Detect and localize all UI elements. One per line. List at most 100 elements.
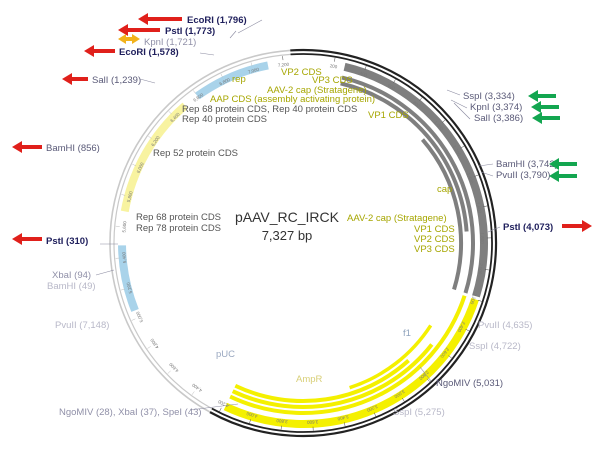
feature-vp1-cds[interactable]	[229, 295, 467, 416]
site-sspi-3334[interactable]: SspI (3,334)	[463, 91, 515, 102]
tick-label: 3,000	[393, 389, 406, 400]
tick-label: 1,800	[480, 232, 485, 244]
tick-4200	[219, 407, 222, 412]
tick-label: 5,800	[126, 190, 134, 203]
feature-aap-cds-arc[interactable]	[349, 324, 433, 390]
feature-label-vp3-right[interactable]: VP3 CDS	[414, 244, 455, 255]
site-pvuii-7148[interactable]: PvuII (7,148)	[55, 320, 109, 331]
tick-label: 6,600	[192, 92, 204, 103]
feature-vp2-cds[interactable]	[231, 343, 434, 409]
feature-label-vp3-top[interactable]: VP3 CDS	[312, 75, 353, 86]
tick-label: 5,600	[121, 221, 127, 233]
feature-label-f1[interactable]: f1	[403, 328, 411, 339]
tick-label: 3,800	[276, 418, 288, 424]
site-kpni-1721[interactable]: KpnI (1,721)	[144, 37, 196, 48]
backbone-light-1	[113, 53, 291, 410]
feature-rep-gene[interactable]	[343, 62, 488, 298]
site-ecori-1796[interactable]: EcoRI (1,796)	[187, 15, 247, 26]
site-psti-1773[interactable]: PstI (1,773)	[165, 26, 215, 37]
feature-label-vp2-right[interactable]: VP2 CDS	[414, 234, 455, 245]
tick-label: 4,600	[168, 361, 180, 373]
tick-label: 4,000	[245, 411, 258, 419]
site-sspi-5275[interactable]: SspI (5,275)	[393, 407, 445, 418]
site-ngomiv-multi[interactable]: NgoMIV (28), XbaI (37), SpeI (43)	[59, 407, 202, 418]
feature-rep52-cds[interactable]	[420, 138, 463, 291]
tick-label: 1,400	[466, 172, 475, 185]
arrow-green-pvuii-3790	[549, 170, 577, 182]
feature-label-rep52[interactable]: Rep 52 protein CDS	[153, 148, 238, 159]
tick-2200	[477, 299, 482, 302]
arrow-red-bamhi-856	[12, 141, 42, 153]
site-sali-1239[interactable]: SalI (1,239)	[92, 75, 141, 86]
tick-3400	[343, 422, 346, 427]
tick-label: 1,600	[475, 202, 482, 215]
feature-label-rep[interactable]: rep	[232, 74, 246, 85]
tick-label: 3,200	[366, 404, 379, 413]
feature-label-aav2-cap-right[interactable]: AAV-2 cap (Stratagene)	[347, 213, 447, 224]
site-ngomiv-5031[interactable]: NgoMIV (5,031)	[436, 378, 503, 389]
tick-1200	[460, 145, 465, 149]
feature-label-rep40[interactable]: Rep 40 protein CDS	[182, 114, 267, 125]
tick-1400	[474, 174, 479, 177]
site-bamhi-49[interactable]: BamHI (49)	[47, 281, 96, 292]
tick-label: 400	[359, 70, 368, 77]
arrow-green-sspi-3334	[528, 90, 556, 102]
tick-200	[334, 57, 336, 62]
backbone-dark-1	[211, 53, 493, 433]
tick-2000	[485, 269, 490, 271]
tick-label: 7,000	[247, 67, 260, 75]
tick-label: 2,600	[439, 347, 450, 359]
tick-3000	[401, 397, 405, 402]
feature-rep78-cds[interactable]	[341, 75, 475, 294]
feature-label-vp1-top[interactable]: VP1 CDS	[368, 110, 409, 121]
tick-label: 5,200	[125, 281, 133, 294]
tick-7000	[250, 62, 253, 67]
site-sali-3386[interactable]: SalI (3,386)	[474, 113, 523, 124]
tick-label: 5,400	[121, 251, 127, 263]
feature-label-puc[interactable]: pUC	[216, 349, 235, 360]
feature-label-rep68-40[interactable]: Rep 68 protein CDS, Rep 40 protein CDS	[182, 104, 357, 115]
feature-cap-gene[interactable]	[223, 297, 479, 428]
site-bamhi-3742[interactable]: BamHI (3,742)	[496, 159, 558, 170]
feature-vp3-cds[interactable]	[234, 359, 410, 403]
site-ecori-1578[interactable]: EcoRI (1,578)	[119, 47, 179, 58]
tick-label: 4,200	[217, 399, 230, 409]
feature-label-rep78[interactable]: Rep 78 protein CDS	[136, 223, 221, 234]
tick-label: 4,800	[149, 337, 160, 350]
feature-ampr-gene[interactable]	[120, 102, 188, 213]
site-psti-310[interactable]: PstI (310)	[46, 236, 88, 247]
plasmid-name: pAAV_RC_IRCK	[235, 209, 340, 225]
tick-label: 1,000	[433, 120, 444, 132]
tick-5000	[131, 318, 136, 321]
tick-4000	[249, 419, 251, 424]
tick-800	[419, 97, 423, 101]
site-bamhi-856[interactable]: BamHI (856)	[46, 143, 100, 154]
tick-label: 3,600	[306, 419, 318, 425]
site-pvuii-4635[interactable]: PvuII (4,635)	[478, 320, 532, 331]
site-pvuii-3790[interactable]: PvuII (3,790)	[496, 170, 550, 181]
plasmid-size: 7,327 bp	[262, 228, 313, 243]
feature-arcs	[118, 61, 488, 428]
feature-puc-ori[interactable]	[194, 61, 269, 100]
feature-label-vp1-right[interactable]: VP1 CDS	[414, 224, 455, 235]
feature-f1-ori[interactable]	[118, 245, 139, 312]
feature-label-aap[interactable]: AAP CDS (assembly activating protein)	[210, 94, 375, 105]
tick-label: 6,800	[219, 77, 232, 87]
tick-5800	[121, 194, 126, 196]
feature-rep68-cds[interactable]	[340, 81, 469, 232]
tick-6200	[148, 135, 152, 139]
feature-label-cap[interactable]: cap	[437, 184, 452, 195]
feature-label-ampr[interactable]: AmpR	[296, 374, 323, 385]
site-kpni-3374[interactable]: KpnI (3,374)	[470, 102, 522, 113]
tick-label: 4,400	[191, 382, 203, 393]
feature-label-rep68[interactable]: Rep 68 protein CDS	[136, 212, 221, 223]
arrow-green-bamhi-3742	[549, 158, 577, 170]
tick-label: 2,000	[477, 263, 484, 275]
tick-2800	[426, 378, 431, 382]
site-psti-4073[interactable]: PstI (4,073)	[503, 222, 553, 233]
feature-label-vp2-top[interactable]: VP2 CDS	[281, 67, 322, 78]
site-xbai-94[interactable]: XbaI (94)	[52, 270, 91, 281]
annotation-arrows	[12, 13, 592, 245]
feature-label-aav2-cap-top[interactable]: AAV-2 cap (Stratagene)	[267, 85, 367, 96]
site-sspi-4722[interactable]: SspI (4,722)	[469, 341, 521, 352]
